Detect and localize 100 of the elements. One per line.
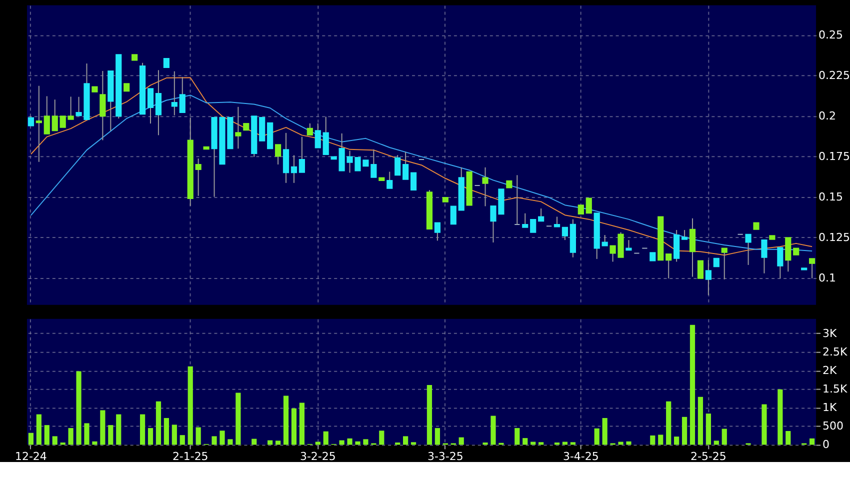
candlestick <box>562 226 568 241</box>
bar <box>594 428 600 445</box>
candlestick <box>697 260 704 279</box>
bar <box>220 430 225 445</box>
candlestick <box>322 116 329 155</box>
bar <box>44 425 50 445</box>
bar <box>690 324 696 445</box>
candlestick <box>290 154 298 184</box>
bar <box>148 428 154 445</box>
candlestick <box>36 85 42 162</box>
bar <box>84 423 90 445</box>
bar <box>252 438 257 445</box>
y-tick-label: 3K <box>822 326 838 340</box>
candlestick <box>68 96 74 120</box>
candlestick <box>28 116 34 126</box>
bar <box>275 440 281 445</box>
y-tick-label: 0 <box>822 438 830 452</box>
bar <box>514 428 520 445</box>
candlestick <box>402 151 409 180</box>
bar <box>140 414 146 445</box>
bar <box>347 438 352 445</box>
candlestick <box>514 174 520 225</box>
bar <box>339 440 344 445</box>
bar <box>618 442 624 445</box>
bar <box>722 428 727 445</box>
bar <box>458 437 464 445</box>
candlestick <box>761 240 768 274</box>
y-tick-label: 2K <box>822 364 838 377</box>
candlestick <box>689 218 696 278</box>
candlestick <box>530 218 536 233</box>
bar <box>778 389 783 445</box>
y-tick-label: 0.2 <box>818 110 836 123</box>
bar <box>403 436 408 445</box>
bar <box>538 442 544 445</box>
candlestick <box>44 96 50 134</box>
candlestick <box>386 171 393 189</box>
bar <box>212 436 217 445</box>
x-tick-label: 3-2-25 <box>300 450 336 464</box>
x-tick-label: 3-4-25 <box>562 450 599 464</box>
candlestick <box>586 198 592 214</box>
bar <box>698 396 704 445</box>
candlestick <box>259 117 266 142</box>
candlestick <box>163 58 170 68</box>
bar <box>410 442 416 445</box>
bar <box>626 441 632 445</box>
bar <box>522 438 528 445</box>
candlestick <box>777 247 784 279</box>
y-tick-label: 0.225 <box>818 69 850 82</box>
y-tick-label: 0.1 <box>818 271 836 284</box>
bar <box>658 434 664 445</box>
bar <box>76 371 82 445</box>
candlestick <box>554 216 560 228</box>
bar <box>28 432 34 445</box>
x-tick-label: 2-1-25 <box>172 450 208 464</box>
candlestick <box>195 158 202 196</box>
bar <box>379 430 384 445</box>
candlestick <box>681 230 688 240</box>
x-tick-label: 3-3-25 <box>427 450 464 464</box>
bar <box>323 431 328 445</box>
bar <box>666 401 672 445</box>
bar <box>36 414 42 445</box>
bar <box>108 425 114 445</box>
bar <box>426 384 432 445</box>
candlestick <box>100 70 106 141</box>
y-tick-label: 0.15 <box>818 190 843 204</box>
bar <box>180 435 185 445</box>
bar <box>156 401 162 445</box>
bar <box>602 418 608 445</box>
bar <box>116 414 122 445</box>
bar <box>196 427 201 445</box>
candlestick <box>745 234 752 266</box>
x-tick-label: 12-24 <box>15 450 47 464</box>
bar <box>714 440 719 445</box>
candlestick <box>482 166 488 207</box>
candlestick <box>538 208 544 222</box>
candlestick <box>298 136 305 173</box>
bar <box>164 418 169 445</box>
y-tick-label: 1K <box>822 401 838 414</box>
bar <box>92 441 98 445</box>
y-tick-label: 0.25 <box>818 28 843 42</box>
candlestick <box>434 222 440 242</box>
candlestick <box>60 116 66 128</box>
y-tick-label: 0.125 <box>818 230 850 244</box>
candlestick <box>282 132 290 184</box>
y-tick-label: 1.5K <box>822 382 848 396</box>
candlestick <box>394 154 401 176</box>
candlestick <box>602 234 608 246</box>
bar <box>236 392 241 445</box>
bar <box>283 396 289 445</box>
bar <box>52 436 58 445</box>
y-tick-label: 2.5K <box>822 345 848 358</box>
candlestick <box>155 70 162 136</box>
y-tick-label: 500 <box>822 420 844 433</box>
candlestick <box>52 99 58 132</box>
candlestick <box>809 258 816 279</box>
candlestick <box>705 260 712 296</box>
bar <box>674 436 680 445</box>
candlestick <box>450 206 456 225</box>
bar <box>355 441 360 445</box>
candlestick <box>674 230 680 262</box>
